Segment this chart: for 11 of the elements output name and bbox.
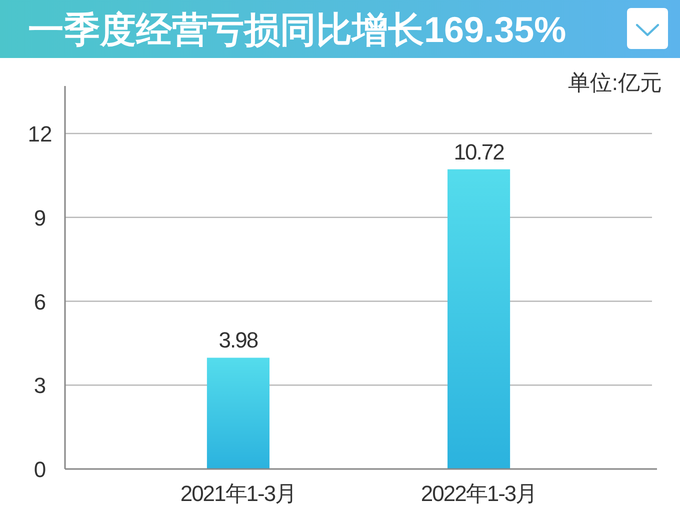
y-tick-label: 12 xyxy=(28,122,52,147)
y-tick-label: 0 xyxy=(34,457,46,482)
chart-title: 一季度经营亏损同比增长169.35% xyxy=(28,9,566,50)
data-label: 3.98 xyxy=(218,328,258,353)
data-label: 10.72 xyxy=(454,139,505,164)
x-tick-label: 2021年1-3月 xyxy=(180,481,296,506)
x-tick-label: 2022年1-3月 xyxy=(420,481,537,506)
y-tick-label: 3 xyxy=(34,373,46,398)
annotation: 单位:亿元 xyxy=(568,70,662,95)
y-tick-label: 6 xyxy=(34,289,46,314)
y-tick-label: 9 xyxy=(34,205,46,230)
